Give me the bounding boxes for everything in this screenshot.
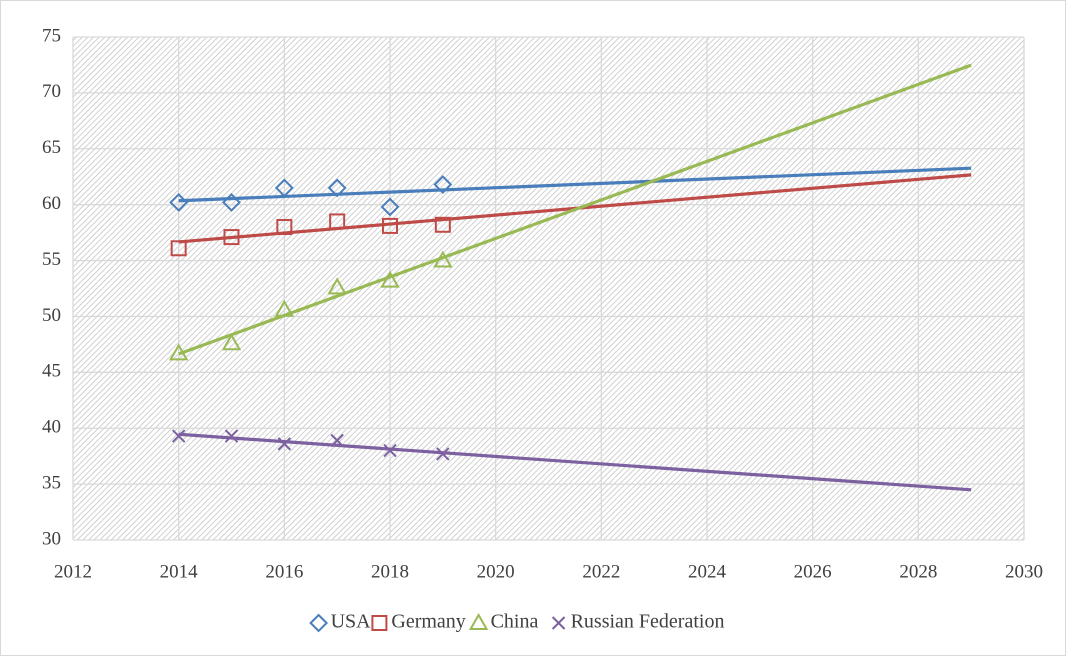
x-tick-label: 2016: [265, 561, 303, 582]
trendline: [178, 432, 972, 492]
marker: [329, 213, 346, 230]
marker: [274, 178, 294, 198]
y-tick-label: 60: [42, 193, 61, 214]
marker: [168, 343, 189, 361]
marker: [380, 270, 400, 288]
x-tick-label: 2012: [54, 561, 92, 582]
x-tick-label: 2018: [371, 561, 409, 582]
y-tick-label: 50: [42, 305, 61, 326]
trendline: [178, 166, 972, 203]
marker: [371, 615, 388, 631]
x-tick-label: 2022: [582, 561, 620, 582]
y-tick-label: 45: [42, 361, 61, 382]
marker: [551, 616, 566, 630]
x-tick-label: 2020: [477, 561, 515, 582]
marker: [224, 429, 239, 443]
y-tick-label: 40: [42, 417, 61, 438]
y-tick-label: 35: [42, 472, 61, 493]
trendline: [178, 63, 972, 356]
marker: [169, 193, 189, 212]
y-tick-label: 70: [42, 81, 61, 102]
marker: [274, 299, 295, 317]
y-tick-label: 75: [42, 25, 61, 46]
marker: [383, 443, 397, 458]
y-tick-label: 30: [42, 528, 61, 549]
marker: [330, 433, 344, 448]
marker: [171, 429, 186, 443]
legend-label: Russian Federation: [571, 611, 725, 633]
marker: [327, 277, 347, 295]
y-tick-label: 65: [42, 137, 61, 158]
x-tick-label: 2024: [688, 561, 727, 582]
marker: [170, 240, 187, 257]
marker: [309, 613, 329, 633]
marker: [433, 250, 453, 268]
marker: [276, 219, 293, 236]
marker: [223, 229, 240, 246]
marker: [433, 175, 453, 194]
x-tick-label: 2026: [794, 561, 832, 582]
marker: [436, 447, 450, 461]
x-tick-label: 2030: [1005, 561, 1043, 582]
marker: [327, 178, 347, 198]
legend-label: Germany: [391, 611, 465, 633]
marker: [434, 216, 451, 233]
x-tick-label: 2014: [160, 561, 199, 582]
marker: [221, 333, 242, 351]
y-tick-label: 55: [42, 249, 61, 270]
marker: [277, 437, 292, 451]
legend-label: China: [491, 611, 539, 633]
marker: [380, 197, 400, 217]
x-tick-label: 2028: [899, 561, 937, 582]
plot-area: [73, 37, 1024, 540]
marker: [222, 193, 241, 212]
marker: [468, 612, 489, 630]
marker: [382, 217, 398, 234]
legend-label: USA: [331, 611, 372, 633]
